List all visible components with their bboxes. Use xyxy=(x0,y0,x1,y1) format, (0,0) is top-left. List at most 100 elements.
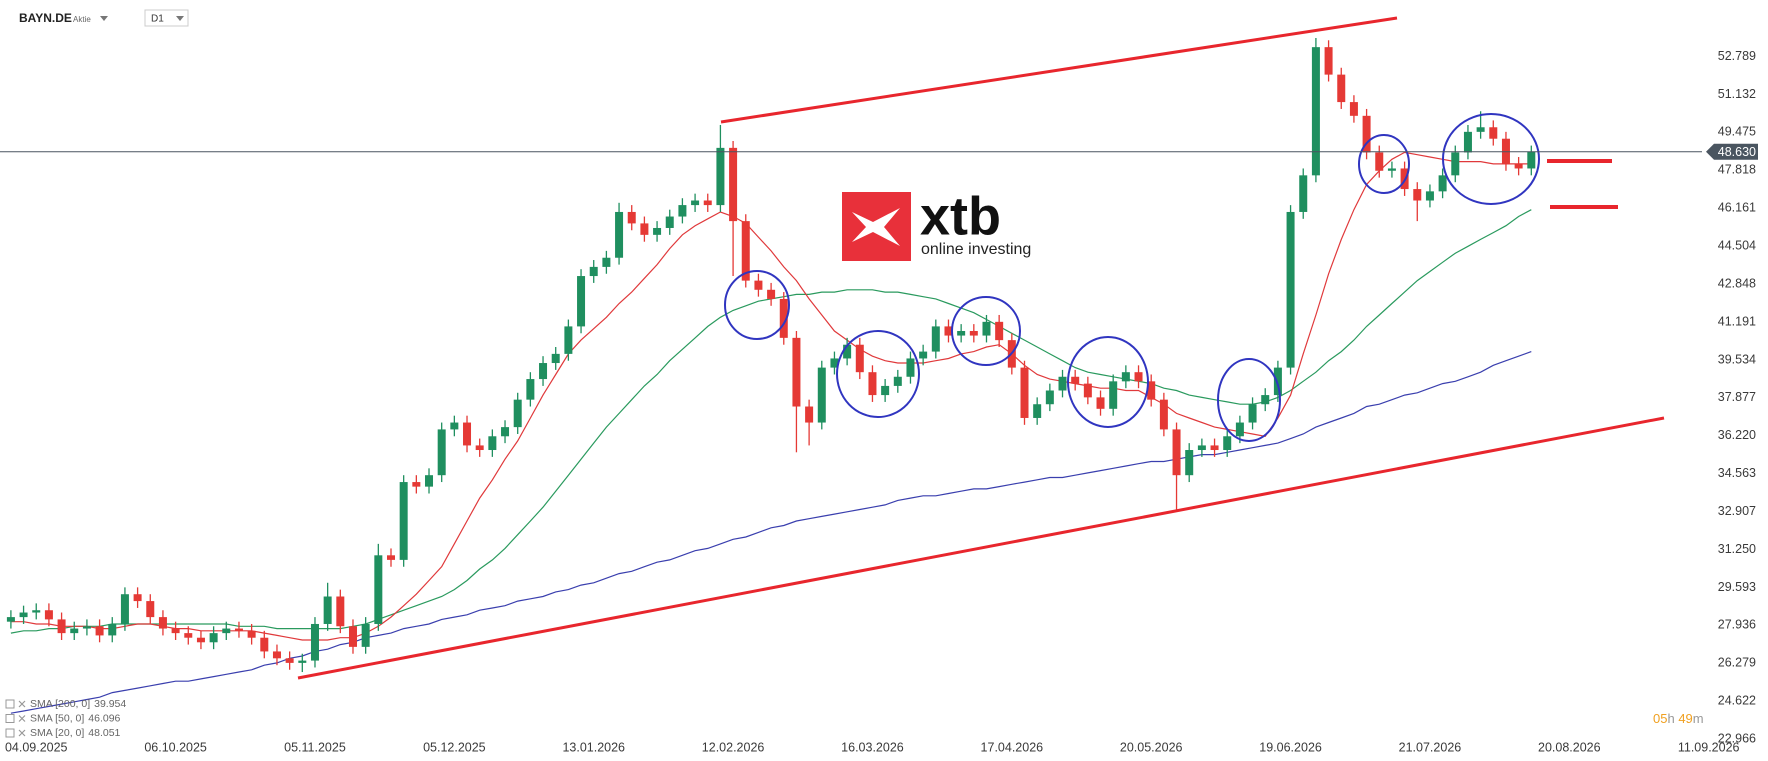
candle-body xyxy=(1235,422,1244,437)
last-price-tag xyxy=(1706,143,1758,160)
candle-body xyxy=(805,406,814,423)
candle-body xyxy=(146,601,155,618)
candle-body xyxy=(906,358,915,377)
x-tick-label: 19.06.2026 xyxy=(1259,740,1322,754)
candle-body xyxy=(1248,404,1257,423)
y-tick-label: 39.534 xyxy=(1718,352,1756,366)
annotations xyxy=(297,16,1665,680)
candle-body xyxy=(957,330,966,336)
candle-body xyxy=(1286,211,1295,368)
y-tick-label: 49.475 xyxy=(1718,125,1756,139)
y-tick-label: 29.593 xyxy=(1718,580,1756,594)
candle-body xyxy=(1425,191,1434,201)
candle-body xyxy=(260,637,269,652)
candle-body xyxy=(6,617,15,622)
x-tick-label: 20.08.2026 xyxy=(1538,740,1601,754)
candle-body xyxy=(1514,163,1523,169)
legend-close xyxy=(18,715,26,722)
sma-line xyxy=(10,351,1532,714)
candle-body xyxy=(310,623,319,661)
y-tick-label: 52.789 xyxy=(1718,49,1756,63)
x-tick-label: 21.07.2026 xyxy=(1399,740,1462,754)
candle-body xyxy=(399,482,408,560)
candle-body xyxy=(855,344,864,373)
candle-body xyxy=(1159,399,1168,430)
highlight-circle xyxy=(1067,336,1149,428)
candle-body xyxy=(1261,395,1270,405)
candle-body xyxy=(779,298,788,338)
candle-body xyxy=(1299,175,1308,212)
trendline xyxy=(297,416,1665,680)
candle-body xyxy=(564,326,573,354)
candle-body xyxy=(754,280,763,290)
y-tick-label: 42.848 xyxy=(1718,276,1756,290)
symbol[interactable]: BAYN.DE xyxy=(19,11,72,25)
candle-body xyxy=(323,596,332,624)
countdown-hours-unit: h xyxy=(1667,711,1674,726)
candle-body xyxy=(640,223,649,235)
x-tick-label: 12.02.2026 xyxy=(702,740,765,754)
y-tick-label: 24.622 xyxy=(1718,694,1756,708)
candle-body xyxy=(653,227,662,235)
legend-value: 39.954 xyxy=(94,698,126,710)
candle-body xyxy=(716,147,725,206)
timeframe-box[interactable] xyxy=(144,9,189,27)
candle-body xyxy=(361,623,370,647)
candle-body xyxy=(158,617,167,629)
timeframe-dropdown[interactable] xyxy=(176,16,184,21)
timeframe[interactable]: D1 xyxy=(151,14,164,25)
candle-body xyxy=(234,628,243,631)
candle-body xyxy=(463,422,472,446)
candle-body xyxy=(1349,102,1358,116)
candle-countdown: 05h 49m xyxy=(1653,711,1704,726)
legend-icon xyxy=(5,728,15,738)
candle-body xyxy=(32,610,41,613)
candle-body xyxy=(285,658,294,663)
candle-body xyxy=(171,628,180,634)
candle-body xyxy=(120,594,129,624)
candle-body xyxy=(931,326,940,352)
legend-close xyxy=(18,700,26,708)
candle-body xyxy=(70,628,79,634)
candle-body xyxy=(1185,450,1194,476)
candle-body xyxy=(425,475,434,487)
candle-body xyxy=(817,367,826,423)
legend-entry: SMA [50, 0] 46.096 xyxy=(30,712,121,724)
x-tick-label: 05.12.2025 xyxy=(423,740,486,754)
candle-body xyxy=(1197,445,1206,451)
legend-value: 48.051 xyxy=(88,727,120,739)
candle-body xyxy=(1083,383,1092,398)
candle-body xyxy=(1210,445,1219,451)
candle-body xyxy=(577,276,586,327)
plot-area xyxy=(6,37,1536,714)
candle-body xyxy=(602,257,611,267)
candle-body xyxy=(741,221,750,281)
highlight-circle xyxy=(1217,358,1281,442)
legend-icon xyxy=(5,699,15,709)
x-tick-label: 06.10.2025 xyxy=(144,740,207,754)
candle-body xyxy=(1273,367,1282,396)
symbol-dropdown[interactable] xyxy=(100,16,108,21)
candle-body xyxy=(729,147,738,222)
candle-body xyxy=(450,422,459,430)
highlight-circle xyxy=(724,270,790,340)
candle-body xyxy=(209,633,218,643)
candle-body xyxy=(1527,151,1536,169)
candle-body xyxy=(1463,131,1472,153)
highlight-circle xyxy=(951,296,1021,366)
candle-body xyxy=(44,610,53,620)
legend-entry: SMA [200, 0] 39.954 xyxy=(30,698,126,710)
highlight-circle xyxy=(1442,113,1540,205)
candle-body xyxy=(1045,390,1054,405)
candle-body xyxy=(627,211,636,224)
candle-body xyxy=(893,376,902,386)
candle-body xyxy=(1058,376,1067,391)
legend-name: SMA [50, 0] xyxy=(30,712,84,724)
candle-body xyxy=(95,626,104,636)
sma-line xyxy=(10,151,1532,641)
legend-name: SMA [200, 0] xyxy=(30,698,90,710)
candle-body xyxy=(348,626,357,647)
